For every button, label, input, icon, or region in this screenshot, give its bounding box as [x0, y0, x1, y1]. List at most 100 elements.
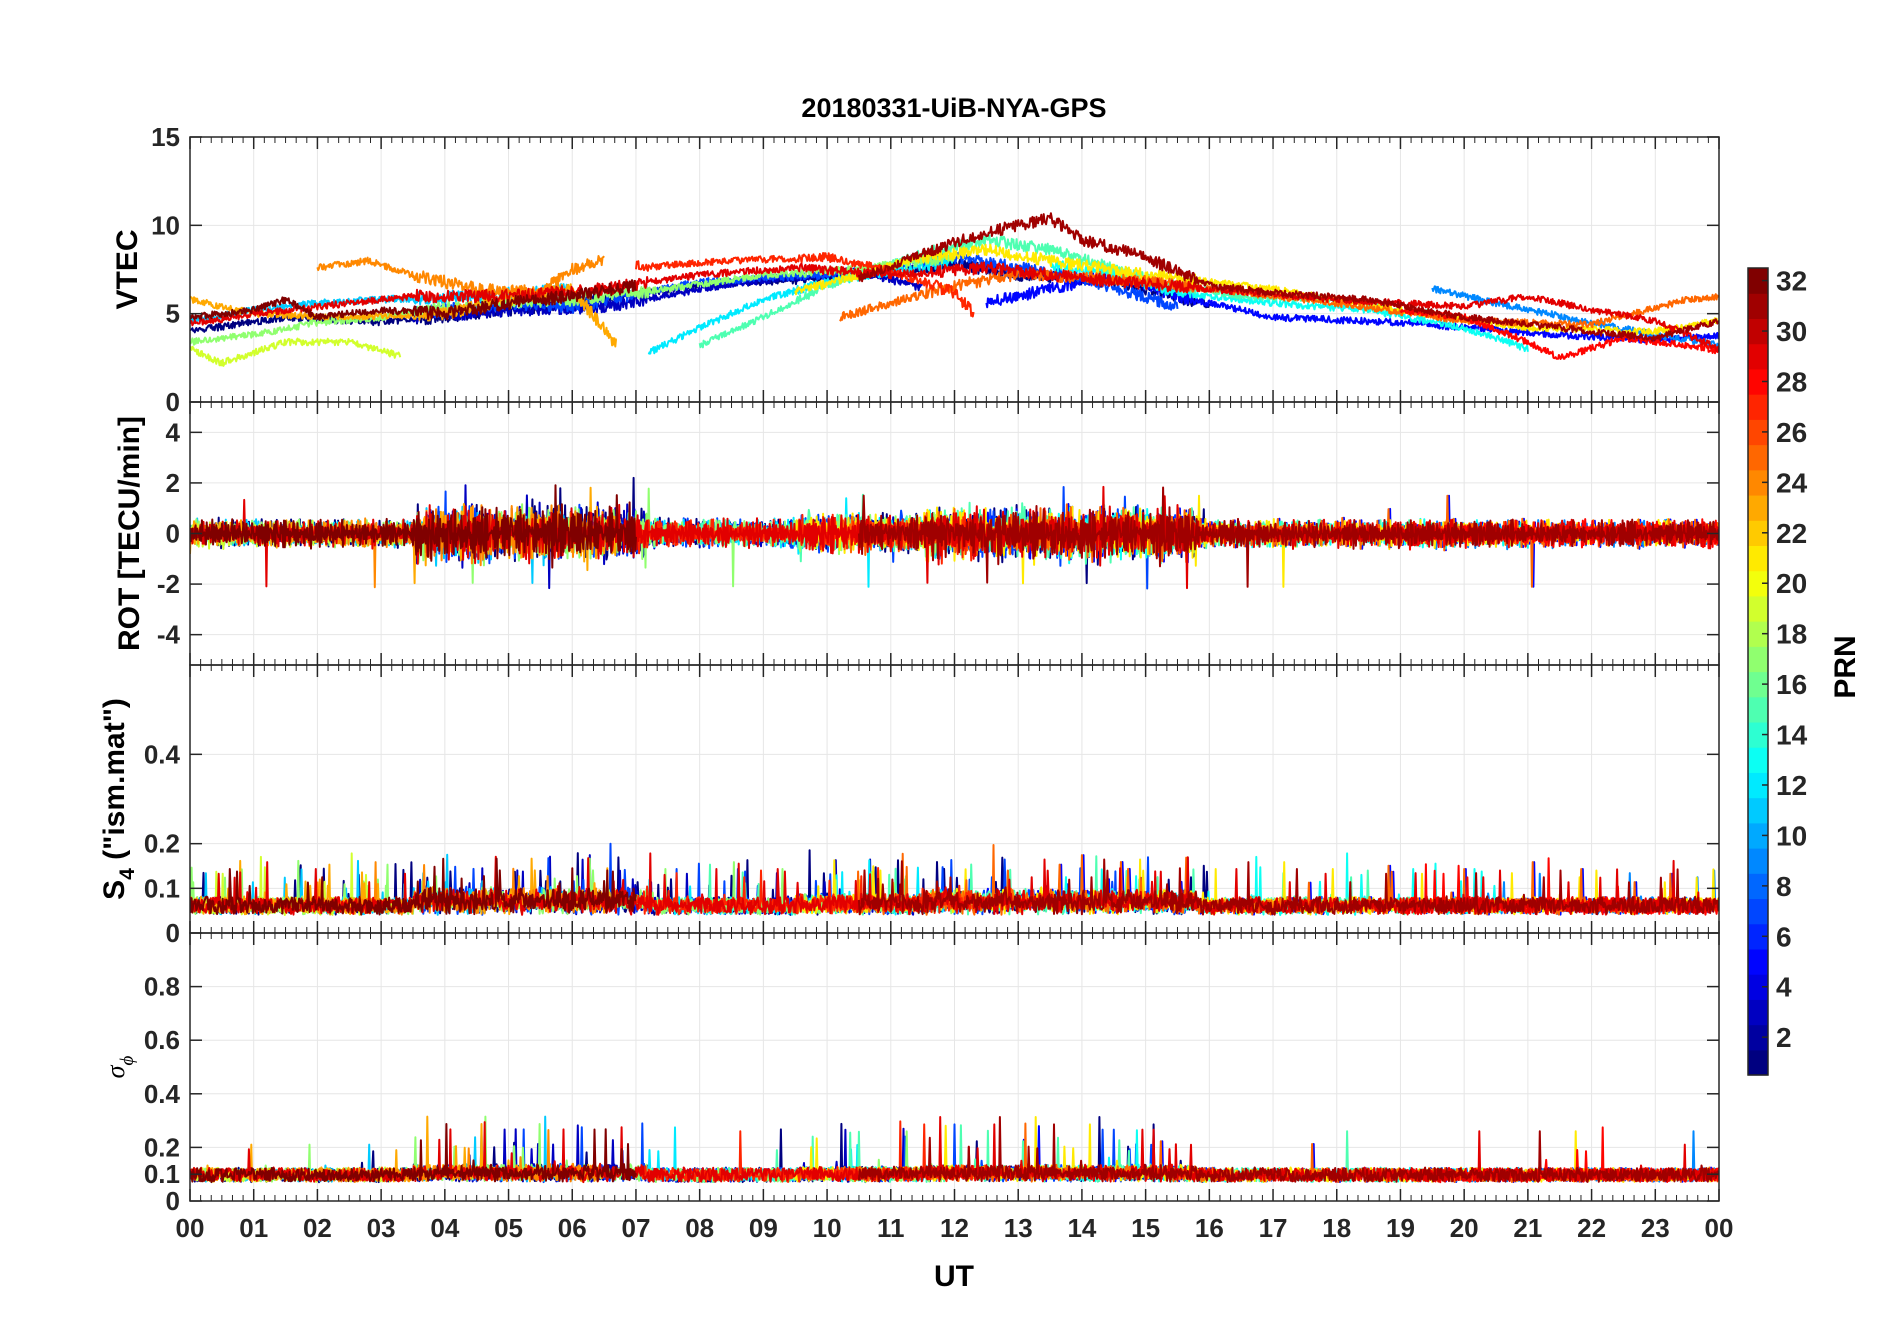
y-tick-label-s4: 0.4	[144, 739, 181, 769]
y-tick-label-vtec: 5	[166, 299, 180, 329]
colorbar-tick-label: 24	[1776, 467, 1808, 498]
series-prn-32-rot-line	[190, 484, 637, 569]
colorbar-segment	[1748, 621, 1768, 647]
x-tick-label: 05	[494, 1213, 523, 1243]
y-tick-label-rot: 2	[166, 468, 180, 498]
y-tick-label-rot: 4	[166, 417, 181, 447]
colorbar-segment	[1748, 469, 1768, 496]
colorbar-tick-label: 26	[1776, 417, 1807, 448]
y-tick-label-rot: -4	[157, 620, 181, 650]
colorbar-segment	[1748, 772, 1768, 799]
y-axis-title-s4-subscript: 4	[116, 868, 139, 880]
y-axis-title-sigma_phi: σϕ	[101, 1056, 138, 1079]
series-prn-7	[412, 251, 1179, 1184]
y-axis-title-s4-rest: ("ism.mat")	[98, 698, 131, 868]
x-tick-label: 23	[1641, 1213, 1670, 1243]
y-tick-label-rot: 0	[166, 519, 180, 549]
colorbar-segment	[1748, 545, 1768, 572]
series-prn-12	[647, 255, 956, 1183]
colorbar-segment	[1748, 318, 1768, 345]
y-tick-label-sigma_phi: 0.8	[144, 972, 180, 1002]
y-axis-title-s4-main: S	[98, 880, 131, 900]
x-tick-label: 12	[940, 1213, 969, 1243]
x-tick-label: 03	[367, 1213, 396, 1243]
x-tick-label: 14	[1067, 1213, 1096, 1243]
labels-layer: 051015-4-202400.10.20.400.10.20.40.60.80…	[98, 122, 1733, 1243]
colorbar-segment	[1748, 444, 1768, 471]
colorbar-tick-label: 6	[1776, 921, 1792, 952]
y-tick-label-sigma_phi: 0.1	[144, 1159, 180, 1189]
colorbar-segment	[1748, 646, 1768, 673]
series-prn-9	[1431, 285, 1719, 1183]
colorbar-tick-label: 32	[1776, 266, 1807, 297]
series-prn-24	[316, 255, 606, 1183]
colorbar-tick-label: 30	[1776, 316, 1807, 347]
colorbar-segment	[1748, 570, 1768, 597]
series-prn-21	[794, 243, 1719, 1183]
axes-layer	[189, 136, 1720, 1202]
x-tick-label: 01	[239, 1213, 268, 1243]
colorbar-segment	[1748, 419, 1768, 446]
series-prn-32-vtec-line	[190, 279, 637, 321]
colorbar-title: PRN	[1829, 635, 1862, 698]
x-tick-label: 07	[621, 1213, 650, 1243]
colorbar-tick-label: 2	[1776, 1022, 1792, 1053]
colorbar-tick-label: 18	[1776, 619, 1807, 650]
colorbar-segment	[1748, 696, 1768, 723]
colorbar-frame	[1747, 267, 1769, 1076]
colorbar-segment	[1748, 1049, 1768, 1076]
x-tick-label: 00	[176, 1213, 205, 1243]
series-prn-31-rot-line	[857, 486, 1719, 588]
colorbar-tick-label: 28	[1776, 366, 1807, 397]
y-tick-label-sigma_phi: 0.4	[144, 1079, 181, 1109]
colorbar-tick-label: 8	[1776, 871, 1792, 902]
y-axis-title-s4: S4 ("ism.mat")	[98, 698, 139, 900]
series-prn-25	[838, 268, 1719, 1183]
x-tick-label: 04	[430, 1213, 459, 1243]
y-tick-label-sigma_phi: 0	[166, 1186, 180, 1216]
colorbar-segment	[1748, 671, 1768, 698]
colorbar-segment	[1748, 999, 1768, 1026]
series-prn-29-vtec-line	[190, 261, 1719, 353]
series-prn-31-s4-line	[857, 858, 1719, 916]
x-tick-label: 18	[1322, 1213, 1351, 1243]
y-axis-title-sigma-subscript: ϕ	[117, 1056, 138, 1066]
series-prn-27	[635, 252, 975, 1183]
y-tick-label-rot: -2	[157, 569, 180, 599]
colorbar-tick-label: 16	[1776, 669, 1807, 700]
colorbar-tick-label: 20	[1776, 568, 1807, 599]
series-prn-32	[190, 279, 637, 1184]
y-tick-label-s4: 0	[166, 918, 180, 948]
colorbar-segment	[1748, 494, 1768, 521]
x-tick-label: 16	[1195, 1213, 1224, 1243]
colorbar-tick-label: 4	[1776, 972, 1792, 1003]
x-tick-label: 02	[303, 1213, 332, 1243]
y-axis-title-rot: ROT [TECU/min]	[113, 416, 146, 651]
x-tick-label: 15	[1131, 1213, 1160, 1243]
series-prn-32-s4-line	[190, 857, 637, 916]
colorbar-segment	[1748, 343, 1768, 370]
y-axis-title-sigma-main: σ	[101, 1064, 130, 1078]
colorbar-segment	[1748, 520, 1768, 547]
series-prn-31	[857, 212, 1719, 1183]
series-prn-31-sigma-line	[857, 1116, 1719, 1183]
colorbar-segment	[1748, 293, 1768, 320]
colorbar-segment	[1748, 848, 1768, 874]
series-prn-5	[985, 270, 1719, 1183]
y-tick-label-vtec: 10	[151, 210, 180, 240]
colorbar-segment	[1748, 268, 1768, 294]
series-prn-9-vtec-line	[1431, 285, 1719, 350]
colorbar-segment	[1748, 368, 1768, 395]
y-tick-label-s4: 0.2	[144, 829, 180, 859]
colorbar-segment	[1748, 1024, 1768, 1051]
colorbar-tick-label: 12	[1776, 770, 1807, 801]
colorbar-segment	[1748, 822, 1768, 849]
series-prn-31-vtec-line	[857, 212, 1719, 342]
y-tick-label-sigma_phi: 0.2	[144, 1132, 180, 1162]
x-tick-label: 08	[685, 1213, 714, 1243]
x-tick-label: 00	[1705, 1213, 1734, 1243]
y-axis-title-vtec: VTEC	[111, 229, 144, 309]
x-tick-label: 10	[813, 1213, 842, 1243]
series-prn-27-vtec-line	[635, 252, 975, 318]
